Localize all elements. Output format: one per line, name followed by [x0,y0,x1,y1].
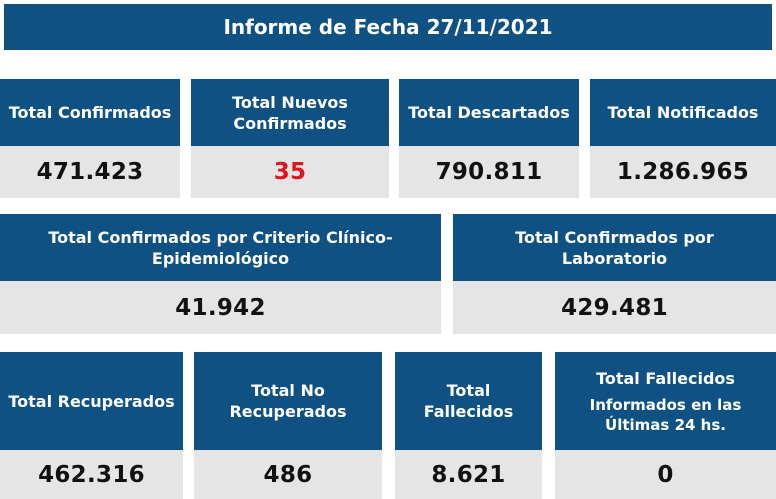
total-confirmados-value: 471.423 [0,146,180,198]
total-recuperados-label: Total Recuperados [0,352,183,450]
total-nuevos-confirmados-value: 35 [191,146,389,198]
total-confirmados-label: Total Confirmados [0,79,180,146]
total-notificados-label: Total Notificados [590,79,776,146]
fallecidos-24hs-value: 0 [555,450,776,499]
fallecidos-24hs-header: Total Fallecidos Informados en las Últim… [555,352,776,450]
total-fallecidos-label: Total Fallecidos [395,352,542,450]
total-fallecidos-value: 8.621 [395,450,542,499]
total-notificados-value: 1.286.965 [590,146,776,198]
total-nuevos-confirmados-label: Total Nuevos Confirmados [191,79,389,146]
total-laboratorio-value: 429.481 [453,281,776,334]
total-no-recuperados-label: Total No Recuperados [194,352,382,450]
report-title: Informe de Fecha 27/11/2021 [4,4,772,50]
total-criterio-clinico-label: Total Confirmados por Criterio Clínico-E… [0,214,441,281]
fallecidos-24hs-sublabel: Informados en las Últimas 24 hs. [589,395,742,434]
total-laboratorio-label: Total Confirmados por Laboratorio [453,214,776,281]
total-descartados-label: Total Descartados [399,79,579,146]
total-recuperados-value: 462.316 [0,450,183,499]
total-no-recuperados-value: 486 [194,450,382,499]
total-descartados-value: 790.811 [399,146,579,198]
fallecidos-24hs-label: Total Fallecidos [596,368,735,388]
total-criterio-clinico-value: 41.942 [0,281,441,334]
